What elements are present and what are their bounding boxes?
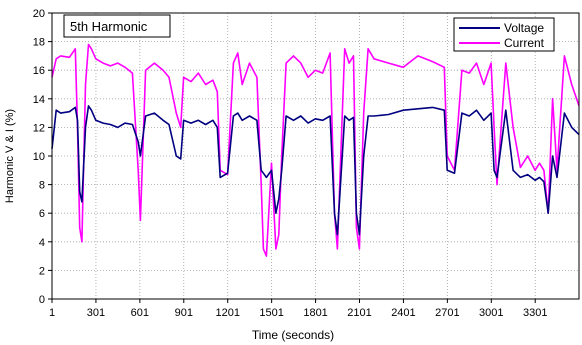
x-tick-label: 1 (49, 307, 55, 319)
plot-frame (51, 12, 580, 300)
x-tick-label: 301 (87, 307, 105, 319)
y-tick-label: 10 (33, 151, 45, 163)
x-tick-labels: 1 301 601 901 1201 1501 1801 2101 2401 2701 3001 33… (49, 307, 548, 319)
x-tick-label: 2701 (435, 307, 459, 319)
x-tick-label: 3301 (523, 307, 547, 319)
title-frame (63, 14, 171, 38)
series-line-voltage (51, 105, 580, 236)
y-tick-label: 4 (39, 237, 45, 249)
x-tick-label: 2101 (347, 307, 371, 319)
x-tick-label: 901 (175, 307, 193, 319)
y-tick-label: 8 (39, 180, 45, 192)
y-tick-label: 12 (33, 122, 45, 134)
legend-label-voltage: Voltage (504, 21, 544, 35)
title-box: 5th Harmonic (63, 14, 171, 38)
legend: Voltage Current (453, 17, 555, 52)
y-tick-label: 2 (39, 265, 45, 277)
y-tick-label: 6 (39, 208, 45, 220)
y-tick-label: 0 (39, 294, 45, 306)
x-tick-label: 1501 (259, 307, 283, 319)
series-line-current (51, 43, 580, 257)
x-tick-label: 1801 (303, 307, 327, 319)
y-axis-label: Harmonic V & I (%) (4, 109, 16, 203)
y-tick-label: 14 (33, 94, 45, 106)
series-lines (51, 43, 580, 257)
chart-title: 5th Harmonic (70, 19, 148, 34)
legend-label-current: Current (504, 36, 545, 50)
legend-frame (453, 17, 555, 52)
x-axis-label: Time (seconds) (252, 328, 334, 342)
x-tick-label: 1201 (215, 307, 239, 319)
y-tick-label: 18 (33, 37, 45, 49)
x-tick-label: 3001 (479, 307, 503, 319)
x-tick-label: 2401 (391, 307, 415, 319)
y-tick-label: 20 (33, 8, 45, 20)
y-tick-labels: 0 2 4 6 8 10 12 14 16 18 20 (33, 8, 45, 306)
x-tick-label: 601 (131, 307, 149, 319)
y-tick-label: 16 (33, 65, 45, 77)
